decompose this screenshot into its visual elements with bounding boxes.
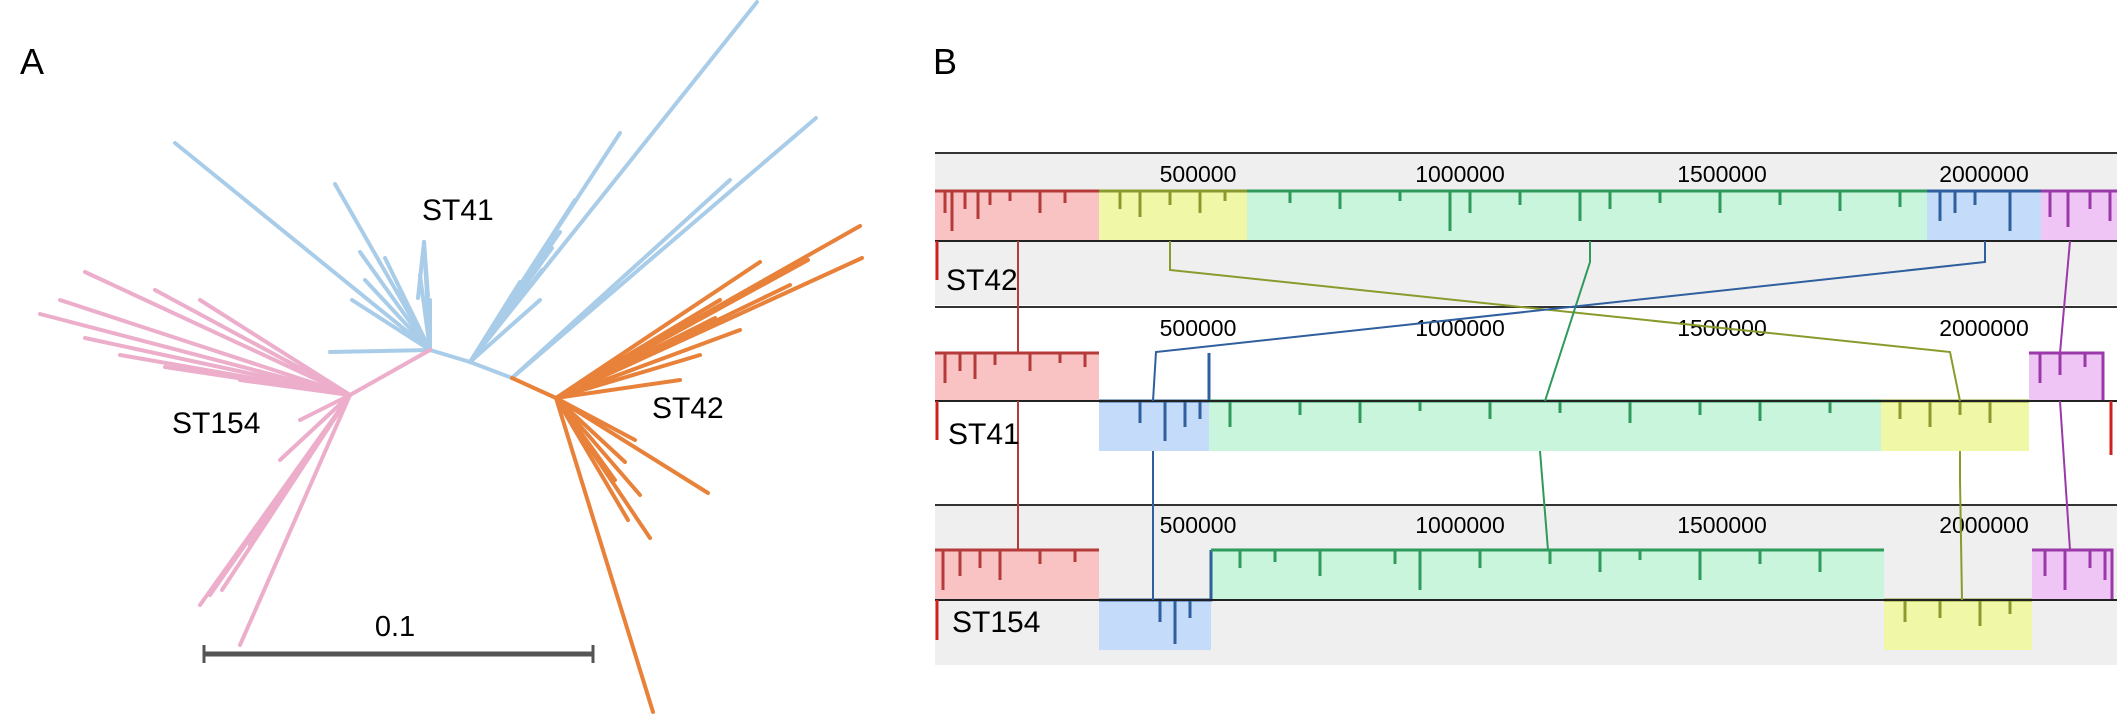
tick-label: 1000000 <box>1415 512 1505 538</box>
lcb-block-yellow[interactable] <box>1881 401 2029 451</box>
ruler-ticks: 500000 1000000 1500000 2000000 500000 10… <box>1160 161 2029 538</box>
tick-label: 2000000 <box>1939 161 2029 187</box>
lcb-block-green[interactable] <box>1209 401 1881 451</box>
tick-label: 1500000 <box>1677 512 1767 538</box>
genome-alignment-viewer: 500000 1000000 1500000 2000000 500000 10… <box>935 152 2117 665</box>
lcb-block-blue[interactable] <box>1099 401 1209 451</box>
tick-label: 2000000 <box>1939 315 2029 341</box>
st42-blocks <box>935 189 2117 280</box>
phylogenetic-tree: ST41 ST42 ST154 0.1 <box>38 0 864 714</box>
clade-label-st41: ST41 <box>422 194 494 227</box>
lcb-block-blue[interactable] <box>1927 191 2041 241</box>
tick-label: 500000 <box>1160 512 1237 538</box>
lcb-block-blue[interactable] <box>1099 600 1211 650</box>
st41-blocks <box>935 351 2117 455</box>
st154-blocks <box>935 548 2117 650</box>
lcb-block-yellow[interactable] <box>1099 191 1247 241</box>
clade-label-st42: ST42 <box>652 392 724 425</box>
lcb-block-red[interactable] <box>935 191 1099 241</box>
scale-bar-label: 0.1 <box>375 611 415 643</box>
tick-label: 500000 <box>1160 315 1237 341</box>
st42-clade-branches <box>510 224 864 714</box>
scale-bar <box>202 645 595 663</box>
panel-b-label: B <box>933 41 957 82</box>
clade-label-st154: ST154 <box>172 407 260 440</box>
lcb-block-red[interactable] <box>935 353 1099 401</box>
lcb-block-purple[interactable] <box>2041 191 2117 241</box>
genome-label-st154: ST154 <box>952 606 1040 639</box>
tick-label: 1000000 <box>1415 161 1505 187</box>
st154-clade-branches <box>38 270 432 647</box>
tick-label: 2000000 <box>1939 512 2029 538</box>
genome-label-st41: ST41 <box>948 418 1020 451</box>
lcb-block-green[interactable] <box>1247 191 1927 241</box>
genome-label-st42: ST42 <box>946 264 1018 297</box>
lcb-connectors <box>1017 240 2071 601</box>
lcb-block-yellow[interactable] <box>1884 600 2032 650</box>
tick-label: 500000 <box>1160 161 1237 187</box>
st41-clade-branches <box>173 0 818 380</box>
lcb-block-red[interactable] <box>935 550 1099 600</box>
tick-label: 1500000 <box>1677 161 1767 187</box>
panel-a-label: A <box>20 41 44 82</box>
lcb-block-green[interactable] <box>1211 550 1884 600</box>
